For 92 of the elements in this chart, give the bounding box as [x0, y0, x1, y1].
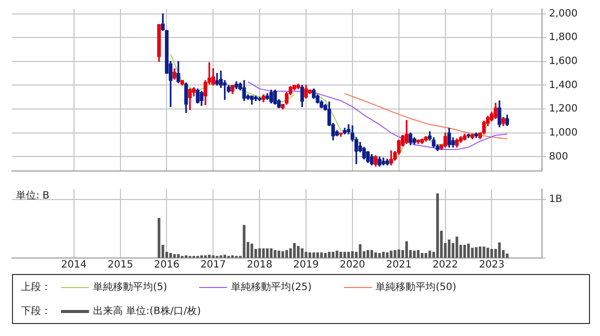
x-tick-label: 2016 [154, 260, 180, 271]
bar [320, 252, 323, 258]
bar [390, 250, 392, 258]
bar [436, 193, 439, 258]
y-tick-label: 2,000 [549, 8, 578, 20]
bar [281, 251, 284, 258]
bar [278, 250, 280, 258]
bar [169, 252, 172, 258]
legend-title: 上段： [21, 280, 51, 294]
bar [250, 244, 254, 258]
bar [332, 252, 334, 258]
bar [270, 248, 273, 258]
bar [316, 252, 319, 258]
bar [200, 255, 203, 258]
bar [204, 255, 207, 258]
bar [158, 218, 160, 258]
y-tick-label: 1,800 [549, 32, 578, 44]
x-tick-label: 2019 [293, 260, 319, 271]
bar [374, 252, 377, 258]
x-tick-label: 2022 [432, 260, 458, 271]
x-tick-label: 2018 [246, 260, 272, 271]
bar [220, 255, 222, 258]
x-tick-label: 2014 [61, 260, 87, 271]
bar [351, 251, 354, 258]
bar [474, 247, 478, 258]
bar [428, 250, 432, 258]
legend-label: 単純移動平均(50) [376, 281, 456, 294]
bar [420, 252, 424, 258]
bar [262, 248, 265, 258]
bar [486, 248, 490, 258]
bar [463, 244, 466, 258]
bar [394, 250, 396, 258]
bar [328, 252, 331, 258]
bar [177, 254, 180, 258]
bar [312, 252, 316, 258]
bar [343, 252, 346, 258]
bar [506, 254, 509, 258]
x-tick-label: 2017 [200, 260, 226, 271]
bar [382, 252, 385, 258]
bar [340, 252, 342, 258]
bar [482, 246, 486, 258]
bar [258, 248, 261, 258]
bar [300, 248, 304, 258]
x-tick-label: 2020 [340, 260, 366, 271]
legend-label: 単純移動平均(5) [93, 281, 168, 294]
bar [212, 255, 214, 258]
bar [242, 224, 246, 258]
bar [231, 255, 234, 258]
bar [208, 254, 211, 258]
bar [498, 242, 501, 258]
bar [490, 248, 494, 258]
bar [448, 240, 450, 258]
bar [471, 248, 474, 258]
x-tick-label: 2021 [386, 260, 412, 271]
y-tick-label: 800 [549, 151, 568, 162]
bar [413, 250, 416, 258]
bar [478, 246, 482, 258]
bar [274, 250, 276, 258]
y-tick-label: 1,000 [549, 127, 578, 138]
legend-title: 下段： [21, 305, 51, 318]
y-tick-label: 1,400 [549, 80, 578, 91]
y-tick-label: 1,600 [549, 56, 578, 68]
bar [366, 250, 370, 258]
bar [370, 250, 374, 258]
bar [223, 254, 226, 258]
bar [293, 243, 296, 258]
bar [467, 244, 470, 258]
bar [324, 252, 327, 258]
bar [347, 252, 350, 258]
y-tick-label: 1,200 [549, 104, 578, 115]
bar [386, 252, 389, 258]
x-tick-label: 2023 [478, 260, 504, 271]
bar [308, 252, 312, 258]
bar [456, 236, 458, 258]
bar [358, 244, 362, 258]
legend-label: 単純移動平均(25) [231, 281, 312, 294]
bar [304, 252, 308, 258]
legend-label: 出来高 単位:(B株/口/枚) [93, 304, 201, 318]
bar [398, 249, 400, 258]
annotation: 単位: B [16, 190, 50, 202]
bar [416, 250, 420, 258]
bar [405, 241, 408, 258]
y-tick-label: 1B [549, 194, 562, 206]
bar [184, 255, 188, 258]
bar [296, 246, 300, 258]
bar [173, 254, 176, 258]
bar [378, 252, 381, 258]
bar [266, 248, 269, 258]
bar [336, 250, 338, 258]
bar [424, 252, 428, 258]
x-tick-label: 2015 [108, 260, 134, 271]
bar [285, 250, 288, 258]
